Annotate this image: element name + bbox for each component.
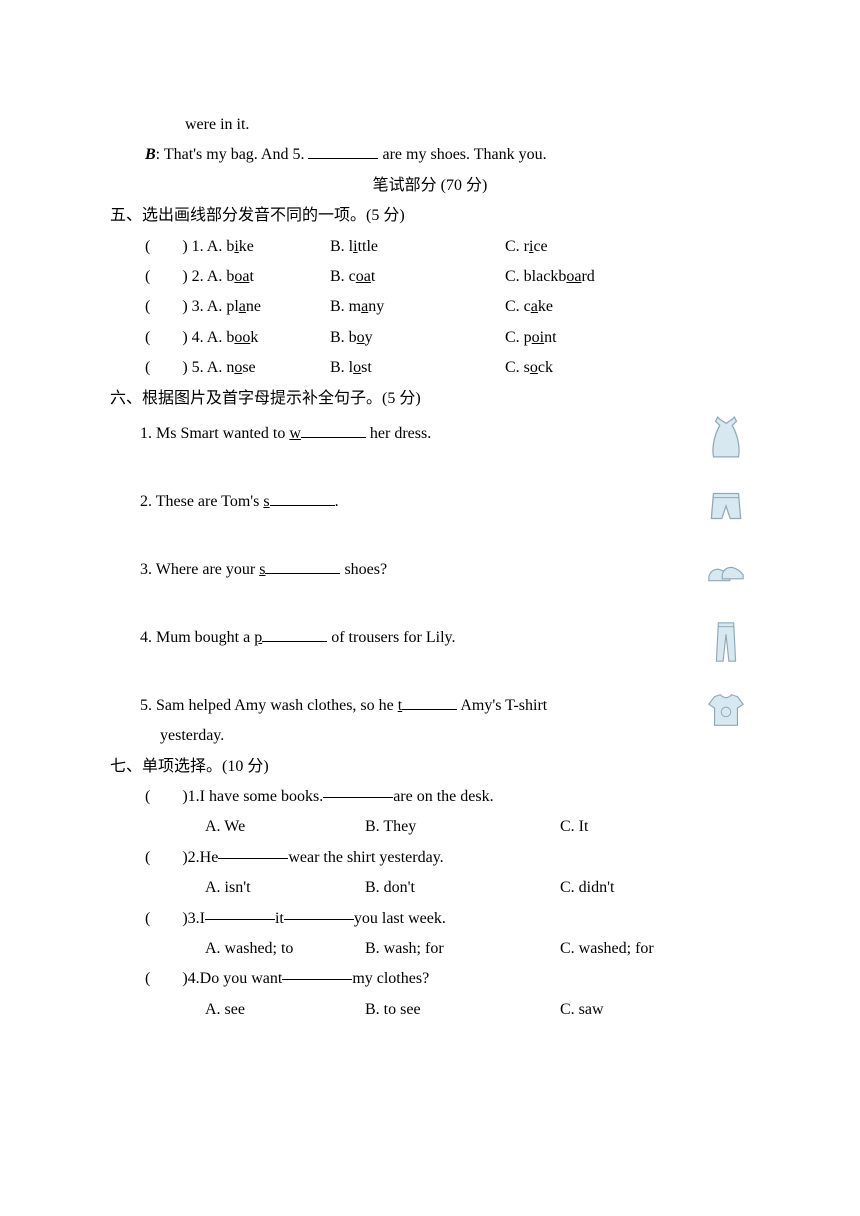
mc7-item-2: () 2. He wear the shirt yesterday. <box>145 843 750 873</box>
tshirt-icon <box>702 686 750 734</box>
mc-item: () 2. A. boat B. coat C. blackboard <box>145 262 750 292</box>
answer-blank[interactable] <box>150 843 182 873</box>
mc7-options: A. We B. They C. It <box>205 812 750 842</box>
section-7-title: 七、单项选择。(10 分) <box>110 752 750 782</box>
mc7-item-3: () 3. I it you last week. <box>145 904 750 934</box>
option-a[interactable]: A. isn't <box>205 873 365 903</box>
fill-item-1: 1. Ms Smart wanted to w her dress. <box>140 414 750 462</box>
fill-blank[interactable] <box>301 422 366 438</box>
option-b[interactable]: B. to see <box>365 995 560 1025</box>
option-a[interactable]: A. We <box>205 812 365 842</box>
section-5-title: 五、选出画线部分发音不同的一项。(5 分) <box>110 201 750 231</box>
option-c[interactable]: C. didn't <box>560 873 750 903</box>
option-a[interactable]: A. washed; to <box>205 934 365 964</box>
fill-item-3: 3. Where are your s shoes? <box>140 550 750 598</box>
fill-blank[interactable] <box>262 626 327 642</box>
option-b[interactable]: B. They <box>365 812 560 842</box>
fill-blank[interactable] <box>205 904 275 920</box>
mc-item: () 1. A. bike B. little C. rice <box>145 232 750 262</box>
answer-blank[interactable] <box>150 782 182 812</box>
mc7-options: A. washed; to B. wash; for C. washed; fo… <box>205 934 750 964</box>
answer-blank[interactable] <box>150 904 182 934</box>
fill-blank[interactable] <box>323 782 393 798</box>
fill-blank[interactable] <box>270 490 335 506</box>
mc-item: () 3. A. plane B. many C. cake <box>145 292 750 322</box>
dialog-text-2: are my shoes. Thank you. <box>378 146 546 163</box>
fill-item-2: 2. These are Tom's s. <box>140 482 750 530</box>
option-c[interactable]: C. It <box>560 812 750 842</box>
fill-blank[interactable] <box>218 843 288 859</box>
section-5-items: () 1. A. bike B. little C. rice () 2. A.… <box>110 232 750 384</box>
option-b[interactable]: B. wash; for <box>365 934 560 964</box>
fill-blank[interactable] <box>265 558 340 574</box>
mc-item: () 5. A. nose B. lost C. sock <box>145 353 750 383</box>
shorts-icon <box>702 482 750 530</box>
mc7-item-1: () 1. I have some books. are on the desk… <box>145 782 750 812</box>
dress-icon <box>702 414 750 462</box>
fill-item-4: 4. Mum bought a p of trousers for Lily. <box>140 618 750 666</box>
option-a[interactable]: A. see <box>205 995 365 1025</box>
mc7-options: A. isn't B. don't C. didn't <box>205 873 750 903</box>
trousers-icon <box>702 618 750 666</box>
mc7-item-4: () 4. Do you want my clothes? <box>145 964 750 994</box>
option-b[interactable]: B. don't <box>365 873 560 903</box>
mc7-options: A. see B. to see C. saw <box>205 995 750 1025</box>
dialog-line: B: That's my bag. And 5. are my shoes. T… <box>145 140 750 170</box>
section-6-title: 六、根据图片及首字母提示补全句子。(5 分) <box>110 384 750 414</box>
speaker-b: B <box>145 146 156 163</box>
written-part-title: 笔试部分 (70 分) <box>110 171 750 201</box>
option-c[interactable]: C. washed; for <box>560 934 750 964</box>
fill-item-5: 5. Sam helped Amy wash clothes, so he t … <box>140 686 750 752</box>
fill-blank[interactable] <box>284 904 354 920</box>
fill-blank[interactable] <box>402 694 457 710</box>
shoes-icon <box>702 550 750 598</box>
answer-blank[interactable] <box>150 964 182 994</box>
fill-blank[interactable] <box>308 143 378 159</box>
dialog-text-1: : That's my bag. And 5. <box>156 146 309 163</box>
mc-item: () 4. A. book B. boy C. point <box>145 323 750 353</box>
option-c[interactable]: C. saw <box>560 995 750 1025</box>
fill-blank[interactable] <box>282 964 352 980</box>
continuation-line: were in it. <box>185 110 750 140</box>
